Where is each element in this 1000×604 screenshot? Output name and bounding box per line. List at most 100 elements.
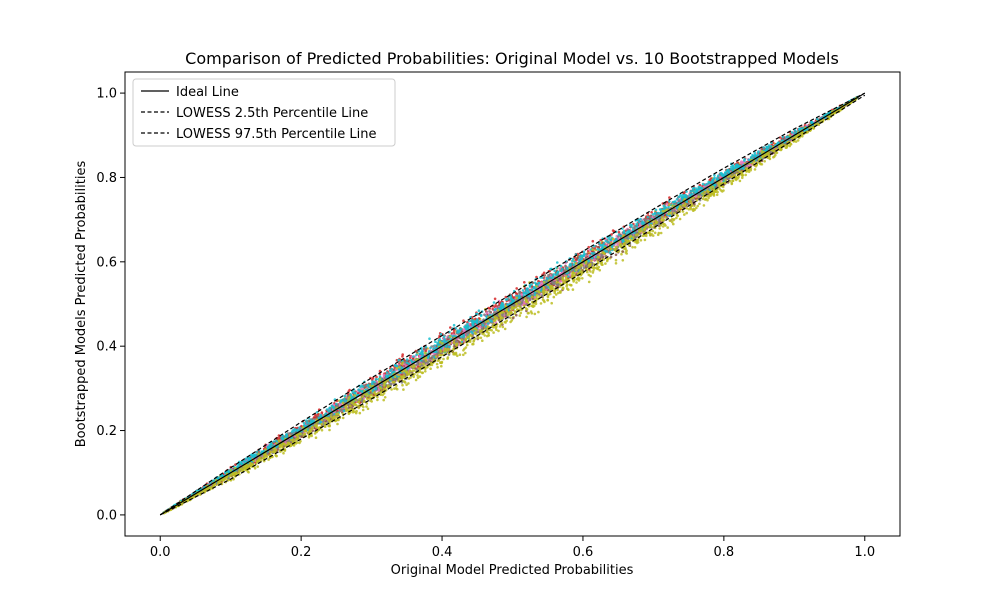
scatter-point (493, 297, 497, 301)
scatter-point (533, 312, 537, 316)
scatter-point (543, 274, 547, 277)
scatter-point (472, 339, 476, 342)
scatter-point (617, 230, 621, 234)
scatter-point (631, 245, 634, 249)
scatter-point (638, 233, 642, 236)
scatter-point (515, 287, 518, 290)
scatter-point (523, 281, 526, 284)
scatter-point (418, 370, 422, 374)
scatter-point (462, 328, 466, 332)
scatter-point (282, 451, 285, 455)
scatter-point (599, 255, 603, 258)
scatter-point (650, 211, 653, 214)
scatter-point (497, 329, 500, 333)
scatter-point (538, 284, 542, 287)
scatter-point (657, 231, 661, 235)
scatter-point (483, 321, 486, 325)
scatter-point (551, 280, 554, 284)
scatter-point (537, 310, 540, 314)
scatter-point (744, 173, 747, 177)
scatter-point (599, 238, 602, 242)
scatter-point (649, 215, 652, 219)
scatter-point (614, 253, 618, 257)
scatter-point (504, 295, 508, 299)
scatter-point (614, 258, 618, 262)
scatter-point (545, 286, 548, 290)
scatter-point (341, 416, 345, 420)
scatter-point (651, 234, 655, 237)
scatter-point (668, 196, 671, 199)
scatter-point (371, 376, 375, 380)
scatter-point (593, 247, 596, 250)
scatter-point (427, 359, 431, 363)
scatter-point (485, 311, 489, 315)
scatter-point (546, 298, 549, 302)
scatter-point (437, 359, 441, 362)
scatter-point (533, 296, 537, 299)
scatter-point (509, 316, 512, 320)
scatter-point (593, 258, 596, 261)
scatter-point (370, 400, 374, 403)
scatter-point (540, 281, 543, 285)
scatter-point (466, 343, 469, 347)
scatter-point (521, 298, 525, 302)
scatter-point (483, 334, 487, 337)
scatter-point (582, 266, 586, 270)
scatter-point (702, 204, 706, 207)
scatter-point (542, 271, 546, 275)
scatter-point (610, 233, 613, 236)
scatter-point (639, 239, 643, 242)
chart-title: Comparison of Predicted Probabilities: O… (185, 49, 839, 68)
scatter-point (256, 465, 260, 468)
scatter-point (316, 413, 320, 416)
scatter-point (462, 349, 465, 352)
scatter-point (377, 389, 381, 392)
scatter-point (468, 322, 471, 326)
scatter-point (401, 353, 405, 356)
scatter-point (616, 242, 620, 245)
scatter-point (709, 177, 713, 180)
scatter-point (435, 362, 439, 366)
scatter-point (519, 311, 523, 315)
scatter-point (620, 252, 623, 256)
scatter-point (796, 139, 800, 142)
scatter-point (494, 321, 498, 324)
scatter-point (547, 273, 550, 277)
scatter-point (456, 354, 459, 358)
scatter-point (701, 197, 705, 201)
scatter-point (643, 218, 646, 221)
scatter-point (687, 202, 690, 205)
scatter-point (719, 189, 723, 192)
scatter-point (426, 361, 430, 365)
scatter-point (374, 382, 378, 385)
scatter-point (597, 245, 601, 249)
scatter-point (558, 267, 561, 270)
scatter-point (575, 257, 579, 260)
scatter-point (609, 255, 613, 259)
scatter-point (665, 203, 669, 206)
scatter-point (365, 402, 369, 405)
scatter-point (515, 313, 518, 317)
scatter-point (328, 428, 331, 432)
scatter-point (581, 277, 584, 280)
scatter-point (539, 302, 543, 305)
scatter-point (585, 253, 588, 256)
scatter-point (488, 310, 491, 313)
scatter-point (685, 206, 689, 210)
scatter-point (320, 411, 324, 414)
scatter-point (625, 252, 628, 255)
scatter-point (492, 331, 495, 334)
scatter-point (696, 204, 699, 208)
scatter-point (672, 222, 675, 226)
scatter-point (487, 331, 490, 335)
scatter-point (518, 314, 522, 317)
scatter-point (501, 325, 505, 329)
scatter-point (375, 375, 378, 379)
scatter-point (361, 408, 365, 412)
scatter-point (382, 373, 386, 377)
scatter-point (277, 434, 281, 437)
scatter-point (666, 226, 669, 229)
scatter-point (621, 250, 625, 253)
